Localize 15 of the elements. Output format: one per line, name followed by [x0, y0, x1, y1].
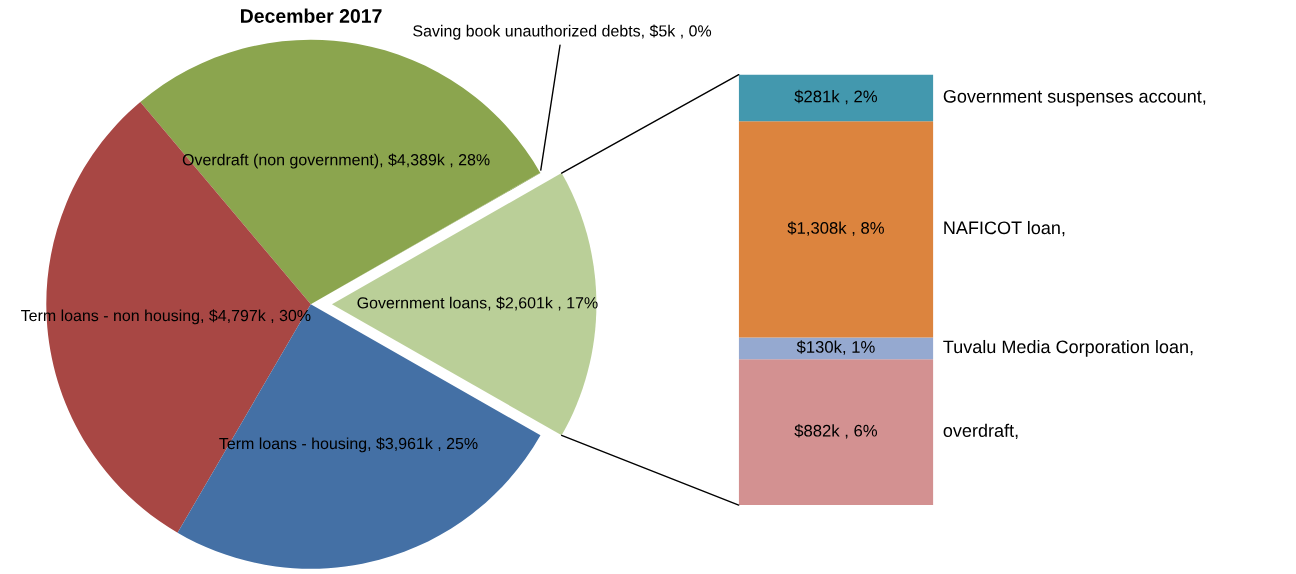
- slice-label: Government loans, $2,601k , 17%: [357, 296, 598, 311]
- bar: [738, 121, 934, 338]
- series-label: Government suspenses account,: [943, 89, 1206, 107]
- data-label: $281k , 2%: [794, 89, 878, 105]
- bar: [738, 359, 934, 506]
- data-label: $882k , 6%: [794, 424, 878, 439]
- data-label: $1,308k , 8%: [787, 221, 884, 236]
- series-label: Tuvalu Media Corporation loan,: [943, 339, 1193, 357]
- chart-title: December 2017: [241, 8, 382, 23]
- bar: [738, 74, 934, 122]
- data-label: $130k, 1%: [796, 340, 875, 355]
- series-label: NAFICOT loan,: [944, 220, 1065, 237]
- series-label: overdraft,: [943, 423, 1018, 440]
- slice-label: Saving book unauthorized debts, $5k , 0%: [413, 24, 712, 40]
- bar: [738, 337, 934, 360]
